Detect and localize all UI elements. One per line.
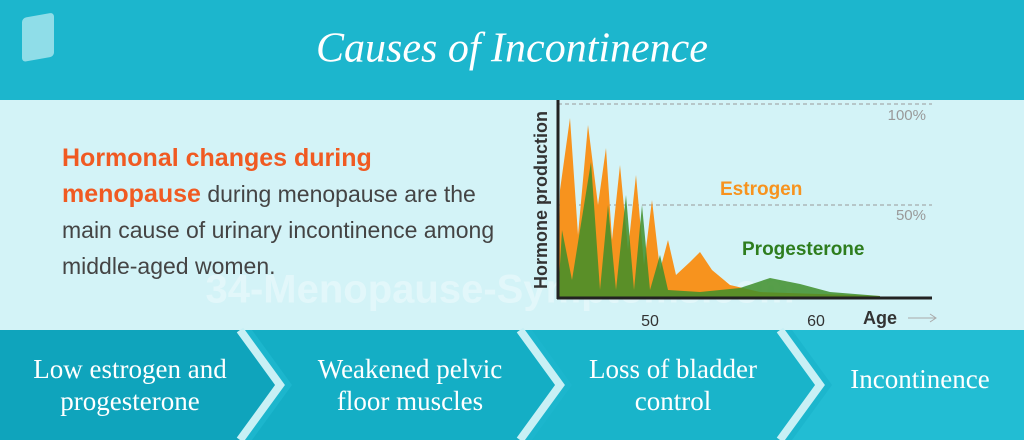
y-tick-label: 50% bbox=[896, 207, 926, 224]
step-text: floor muscles bbox=[337, 386, 483, 416]
y-tick-label: 100% bbox=[888, 107, 926, 124]
intro-body: during menopause are the main cause of u… bbox=[62, 181, 495, 279]
intro-highlight: Hormonal changes during menopause bbox=[62, 144, 372, 208]
x-tick-label: 50 bbox=[641, 313, 659, 330]
chevron bbox=[236, 327, 285, 440]
chevron bbox=[516, 327, 565, 440]
step-text: progesterone bbox=[60, 386, 199, 416]
steps: Low estrogen and progesterone Weakened p… bbox=[0, 327, 1024, 440]
x-axis-label: Age bbox=[863, 308, 897, 328]
series-label: Estrogen bbox=[720, 179, 802, 200]
x-tick-label: 60 bbox=[807, 313, 825, 330]
step-text: Low estrogen and bbox=[33, 354, 227, 384]
title: Causes of Incontinence bbox=[316, 26, 708, 72]
step bbox=[792, 330, 1024, 440]
intro-text: Hormonal changes during menopause during… bbox=[62, 140, 512, 284]
series-label: Progesterone bbox=[742, 239, 864, 260]
step bbox=[252, 330, 560, 440]
step-text: Incontinence bbox=[850, 364, 989, 394]
progesterone-area bbox=[558, 162, 880, 298]
arrow bbox=[908, 313, 937, 323]
step-text: control bbox=[635, 386, 711, 416]
y-axis-label: Hormone production bbox=[531, 111, 551, 289]
step-text: Loss of bladder bbox=[589, 354, 757, 384]
header-bar bbox=[0, 0, 1024, 100]
step-text: Weakened pelvic bbox=[318, 354, 502, 384]
logo bbox=[22, 13, 54, 62]
step bbox=[532, 330, 820, 440]
chart: 100% 50% 50 60 Age Hormone production Es… bbox=[531, 100, 937, 330]
step bbox=[0, 330, 280, 440]
chevron bbox=[776, 327, 825, 440]
